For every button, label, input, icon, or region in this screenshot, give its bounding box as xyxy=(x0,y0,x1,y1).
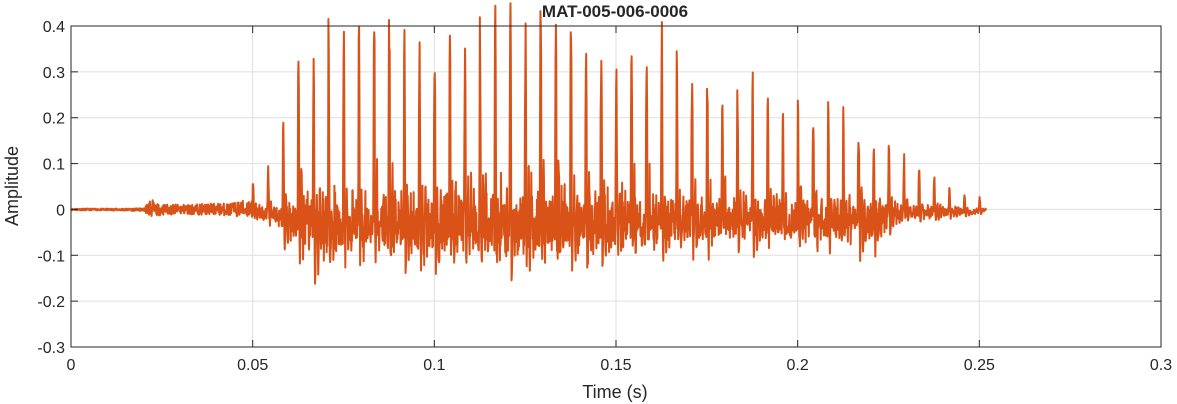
waveform-series xyxy=(70,2,988,285)
x-tick-label: 0.15 xyxy=(600,357,631,374)
y-tick-label: -0.2 xyxy=(37,294,65,311)
y-tick-label: 0.2 xyxy=(43,111,65,128)
x-axis-label: Time (s) xyxy=(582,382,647,402)
x-tick-label: 0.25 xyxy=(964,357,995,374)
chart-title: MAT-005-006-0006 xyxy=(542,2,688,21)
y-tick-label: 0.1 xyxy=(43,157,65,174)
y-tick-label: 0 xyxy=(56,202,65,219)
x-tick-label: 0.3 xyxy=(1150,357,1172,374)
y-axis-label: Amplitude xyxy=(2,146,22,226)
signal-layer xyxy=(70,2,988,285)
y-tick-label: 0.3 xyxy=(43,65,65,82)
x-axis: 0 0.05 0.1 0.15 0.2 0.25 0.3 xyxy=(67,26,1172,374)
y-tick-label: -0.3 xyxy=(37,340,65,357)
y-tick-label: 0.4 xyxy=(43,19,65,36)
y-axis: -0.3 -0.2 -0.1 0 0.1 0.2 0.3 0.4 xyxy=(37,19,1161,357)
x-tick-label: 0.05 xyxy=(237,357,268,374)
x-tick-label: 0.1 xyxy=(423,357,445,374)
x-tick-label: 0.2 xyxy=(787,357,809,374)
x-tick-label: 0 xyxy=(67,357,76,374)
y-tick-label: -0.1 xyxy=(37,248,65,265)
